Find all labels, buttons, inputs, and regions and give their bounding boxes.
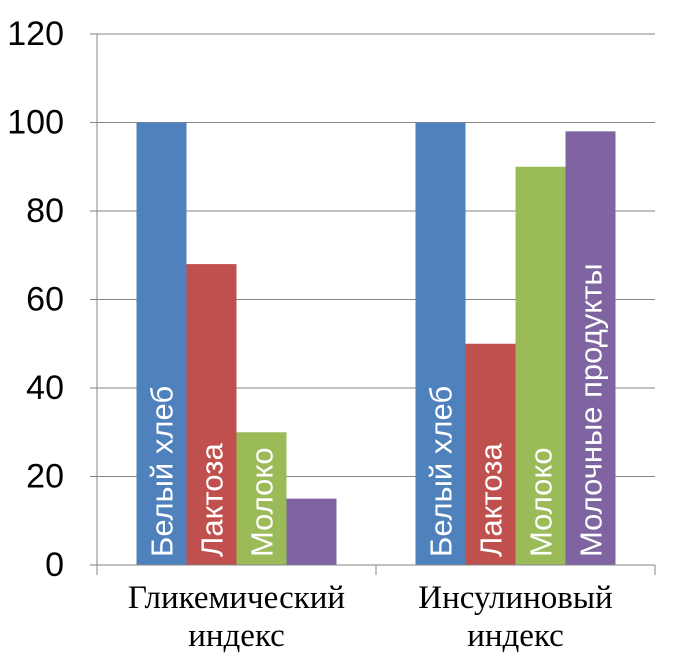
y-tick-label: 40	[26, 369, 64, 407]
bar-label: Белый хлеб	[424, 386, 459, 557]
bar	[236, 432, 287, 565]
y-tick-label: 60	[26, 281, 64, 319]
y-tick-label: 100	[7, 104, 64, 142]
category-label: индекс	[188, 618, 285, 654]
category-label: Гликемический	[128, 580, 345, 616]
y-axis-ticks: 0 20 40 60 80 100 120	[7, 15, 97, 584]
bar	[286, 498, 337, 565]
bar-label: Молоко	[245, 447, 280, 557]
bar	[465, 343, 516, 565]
y-tick-label: 120	[7, 15, 64, 53]
category-label: Инсулиновый	[418, 580, 612, 616]
bar	[565, 131, 616, 565]
category-label: индекс	[467, 618, 564, 654]
y-tick-label: 0	[45, 546, 64, 584]
bar-label: Лактоза	[474, 443, 509, 557]
bar-label: Молочные продукты	[574, 263, 609, 557]
bar-label: Молоко	[524, 447, 559, 557]
bars: Белый хлеб Лактоза Молоко Белый хлеб Лактоза…	[136, 122, 616, 565]
bar-label: Лактоза	[195, 443, 230, 557]
bar-label: Белый хлеб	[145, 386, 180, 557]
y-tick-label: 20	[26, 458, 64, 496]
y-tick-label: 80	[26, 192, 64, 230]
axes	[90, 34, 656, 575]
bar	[515, 166, 566, 565]
bar	[136, 122, 187, 565]
bar	[186, 264, 237, 565]
bar	[415, 122, 466, 565]
